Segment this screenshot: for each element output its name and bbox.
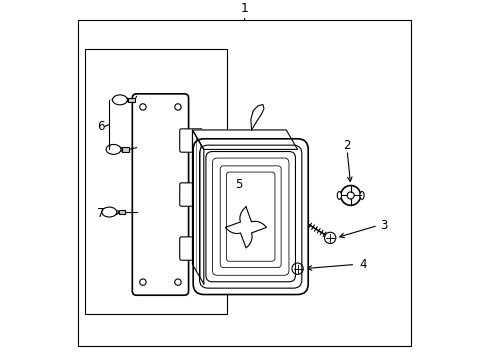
Circle shape [324,232,335,244]
Polygon shape [113,147,122,152]
Ellipse shape [337,192,341,199]
Polygon shape [192,130,297,149]
FancyBboxPatch shape [180,129,203,152]
Ellipse shape [359,192,364,199]
Text: 6: 6 [97,120,105,133]
Polygon shape [120,98,128,102]
Circle shape [174,279,181,285]
FancyBboxPatch shape [132,94,188,295]
Circle shape [140,104,146,110]
Polygon shape [109,210,118,215]
Text: 4: 4 [359,258,366,271]
Polygon shape [128,98,135,102]
Circle shape [140,279,146,285]
Text: 1: 1 [240,2,248,15]
Polygon shape [118,210,124,214]
FancyBboxPatch shape [180,183,203,206]
Polygon shape [122,147,128,152]
FancyBboxPatch shape [180,237,203,260]
Circle shape [201,186,214,199]
Text: 2: 2 [343,139,350,152]
Polygon shape [192,130,203,284]
Bar [85,49,226,314]
Text: 5: 5 [235,178,243,191]
Circle shape [340,185,360,205]
Ellipse shape [106,144,121,154]
Circle shape [201,132,214,145]
FancyBboxPatch shape [193,139,307,294]
Circle shape [291,263,303,274]
Text: 3: 3 [380,219,387,232]
Circle shape [174,104,181,110]
Circle shape [201,240,214,253]
Polygon shape [250,104,264,130]
Text: 7: 7 [97,207,105,220]
Ellipse shape [102,207,117,217]
Circle shape [346,192,353,199]
Ellipse shape [112,95,127,105]
